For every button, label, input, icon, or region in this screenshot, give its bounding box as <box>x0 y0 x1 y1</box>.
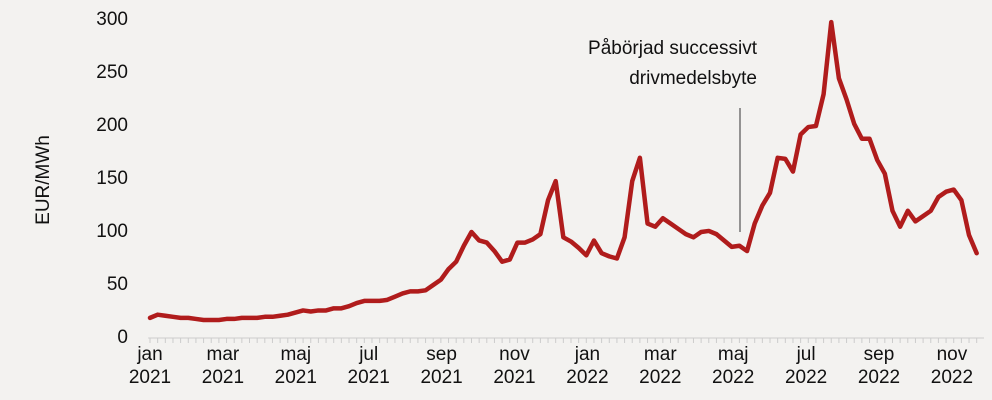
y-axis-label: EUR/MWh <box>33 135 54 225</box>
x-tick-label-line: sep <box>426 344 457 365</box>
x-tick-label-line: 2021 <box>129 367 171 388</box>
y-tick-label: 150 <box>96 168 128 189</box>
x-tick-label-line: maj <box>280 344 311 365</box>
y-tick-label: 50 <box>107 274 128 295</box>
y-tick-label: 300 <box>96 9 128 30</box>
x-tick-label-line: nov <box>499 344 530 365</box>
x-tick-label-line: 2022 <box>858 367 900 388</box>
x-tick-label-line: 2021 <box>202 367 244 388</box>
x-tick-label-line: mar <box>644 344 677 365</box>
x-tick-label: maj 2021 <box>275 344 317 388</box>
annotation: Påbörjad successivt <box>588 38 758 59</box>
x-tick-label-line: 2022 <box>639 367 681 388</box>
x-tick-label-line: jan <box>574 344 600 365</box>
x-tick-label: nov 2021 <box>493 344 535 388</box>
x-tick-label: mar 2021 <box>202 344 244 388</box>
x-tick-label-line: jan <box>136 344 162 365</box>
y-tick-label: 0 <box>117 327 128 348</box>
x-tick-label-line: mar <box>207 344 240 365</box>
x-tick-label-line: nov <box>937 344 968 365</box>
y-tick-label: 250 <box>96 62 128 83</box>
x-tick-label-line: maj <box>718 344 749 365</box>
data-line <box>147 19 979 323</box>
x-tick-label: nov 2022 <box>931 344 973 388</box>
y-tick-label: 100 <box>96 221 128 242</box>
x-tick-label: sep 2022 <box>858 344 900 388</box>
x-tick-label: mar 2022 <box>639 344 681 388</box>
x-tick-label-line: 2021 <box>493 367 535 388</box>
x-tick-label-line: 2022 <box>712 367 754 388</box>
x-tick-label: jan 2022 <box>566 344 608 388</box>
x-tick-label-line: sep <box>864 344 895 365</box>
x-tick-label-line: 2022 <box>566 367 608 388</box>
x-tick-label: sep 2021 <box>420 344 462 388</box>
x-tick-label-line: 2021 <box>275 367 317 388</box>
y-tick-label: 200 <box>96 115 128 136</box>
x-tick-label-line: 2022 <box>931 367 973 388</box>
x-tick-label-line: 2021 <box>420 367 462 388</box>
x-tick-label-line: jul <box>358 344 378 365</box>
x-tick-label-line: jul <box>796 344 816 365</box>
x-tick-label: jul 2022 <box>785 344 827 388</box>
x-tick-label-line: 2021 <box>348 367 390 388</box>
x-tick-label: maj 2022 <box>712 344 754 388</box>
x-tick-label: jan 2021 <box>129 344 171 388</box>
annotation: drivmedelsbyte <box>629 68 757 89</box>
x-tick-label-line: 2022 <box>785 367 827 388</box>
x-tick-label: jul 2021 <box>348 344 390 388</box>
